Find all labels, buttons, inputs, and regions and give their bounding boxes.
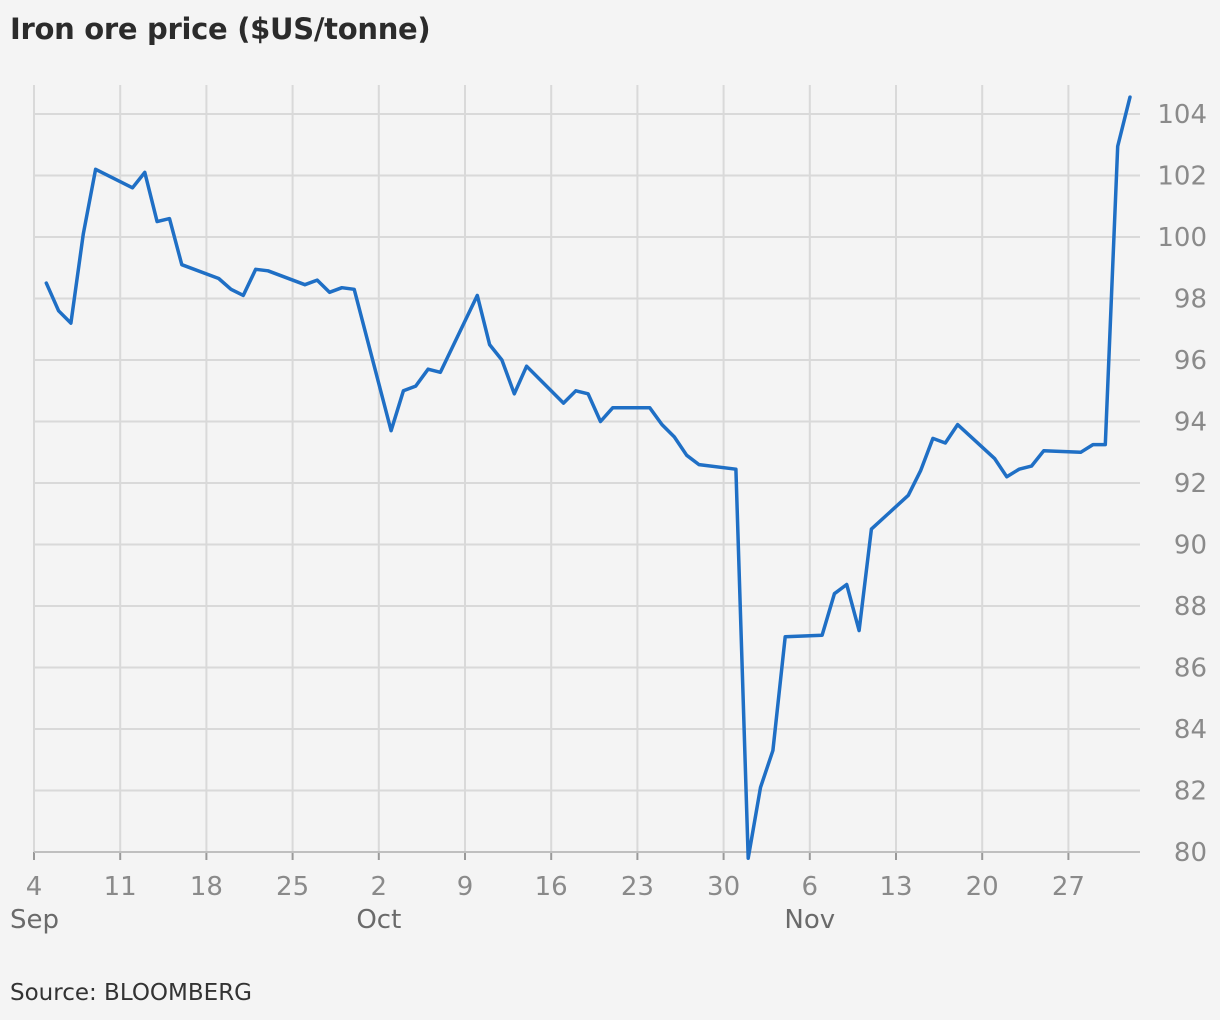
y-tick-label: 96 [1174, 346, 1207, 376]
chart-title: Iron ore price ($US/tonne) [10, 12, 431, 46]
y-tick-label: 100 [1157, 223, 1207, 253]
y-tick-label: 98 [1174, 285, 1207, 315]
x-month-label: Nov [784, 905, 835, 935]
y-tick-label: 102 [1157, 162, 1207, 192]
x-tick-label: 30 [707, 872, 740, 902]
y-tick-label: 94 [1174, 408, 1207, 438]
x-tick-label: 20 [966, 872, 999, 902]
x-month-label: Sep [10, 905, 59, 935]
y-tick-label: 92 [1174, 469, 1207, 499]
y-tick-label: 84 [1174, 715, 1207, 745]
x-month-label: Oct [356, 905, 401, 935]
y-axis: 80 82 84 86 88 90 92 94 96 98 100 102 104 [1157, 100, 1207, 868]
source-note: Source: BLOOMBERG [10, 980, 252, 1006]
chart-grid [33, 85, 1140, 853]
x-tick-label: 6 [802, 872, 819, 902]
x-tick-label: 9 [457, 872, 474, 902]
x-tick-label: 4 [26, 872, 43, 902]
y-tick-label: 104 [1157, 100, 1207, 130]
x-tick-label: 2 [371, 872, 388, 902]
series-layer [44, 95, 1132, 860]
y-tick-label: 82 [1174, 777, 1207, 807]
y-tick-label: 80 [1174, 838, 1207, 868]
x-tick-label: 11 [104, 872, 137, 902]
y-tick-label: 88 [1174, 592, 1207, 622]
series-line [44, 95, 1132, 860]
x-tick-label: 18 [190, 872, 223, 902]
x-tick-label: 16 [535, 872, 568, 902]
y-tick-label: 86 [1174, 654, 1207, 684]
y-tick-label: 90 [1174, 531, 1207, 561]
x-tick-label: 25 [276, 872, 309, 902]
x-tick-label: 23 [621, 872, 654, 902]
x-tick-label: 13 [879, 872, 912, 902]
x-tick-label: 27 [1052, 872, 1085, 902]
